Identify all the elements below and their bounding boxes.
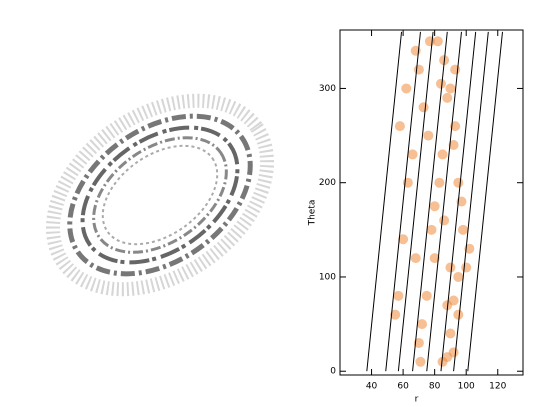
point — [458, 224, 469, 235]
point — [453, 177, 464, 188]
point — [445, 328, 456, 339]
point — [453, 309, 464, 320]
point — [423, 130, 434, 141]
x-tick-label: 120 — [489, 382, 506, 392]
point — [442, 92, 453, 103]
y-tick-label: 100 — [319, 272, 336, 282]
axes-frame — [339, 29, 524, 376]
point — [437, 149, 448, 160]
y-axis-label: Theta — [308, 200, 318, 227]
fit-line — [440, 31, 477, 372]
point — [429, 201, 440, 212]
point — [407, 149, 418, 160]
plot: 40 60 80 100 120 0 100 200 300 r Theta — [308, 29, 524, 405]
point — [432, 36, 443, 47]
point — [450, 64, 461, 75]
x-tick-label: 80 — [429, 382, 441, 392]
y-tick-label: 200 — [319, 178, 336, 188]
point — [417, 319, 428, 330]
point — [401, 83, 412, 94]
point — [461, 262, 472, 273]
point — [426, 224, 437, 235]
point — [394, 121, 405, 132]
fit-line — [366, 31, 403, 372]
fit-line — [397, 31, 434, 372]
point — [418, 102, 429, 113]
point — [415, 356, 426, 367]
x-tick-label: 40 — [366, 382, 378, 392]
point — [450, 121, 461, 132]
ring — [101, 144, 219, 246]
point — [435, 78, 446, 89]
point — [390, 309, 401, 320]
x-tick-label: 60 — [397, 382, 409, 392]
fit-line — [426, 31, 462, 372]
ring — [92, 136, 228, 254]
point — [398, 234, 409, 245]
point — [429, 253, 440, 264]
point — [448, 295, 459, 306]
y-tick-label: 0 — [330, 367, 336, 377]
outer-ring — [46, 93, 274, 297]
fit-line — [412, 31, 448, 372]
ring — [67, 113, 253, 277]
x-axis-label: r — [415, 395, 419, 405]
point — [434, 177, 445, 188]
point — [439, 215, 450, 226]
point — [410, 253, 421, 264]
y-tick-label: 300 — [319, 84, 336, 94]
point — [393, 290, 404, 301]
point — [448, 347, 459, 358]
point — [445, 262, 456, 273]
x-tick-label: 100 — [458, 382, 475, 392]
fit-line — [453, 31, 489, 372]
point — [413, 337, 424, 348]
point — [445, 83, 456, 94]
point — [413, 64, 424, 75]
ring — [80, 125, 240, 265]
fit-line — [385, 31, 421, 372]
point — [421, 290, 432, 301]
point — [437, 356, 448, 367]
point — [448, 140, 459, 150]
point — [424, 36, 435, 47]
fit-line — [467, 31, 503, 372]
galaxy-image — [46, 93, 274, 297]
point — [453, 271, 464, 282]
